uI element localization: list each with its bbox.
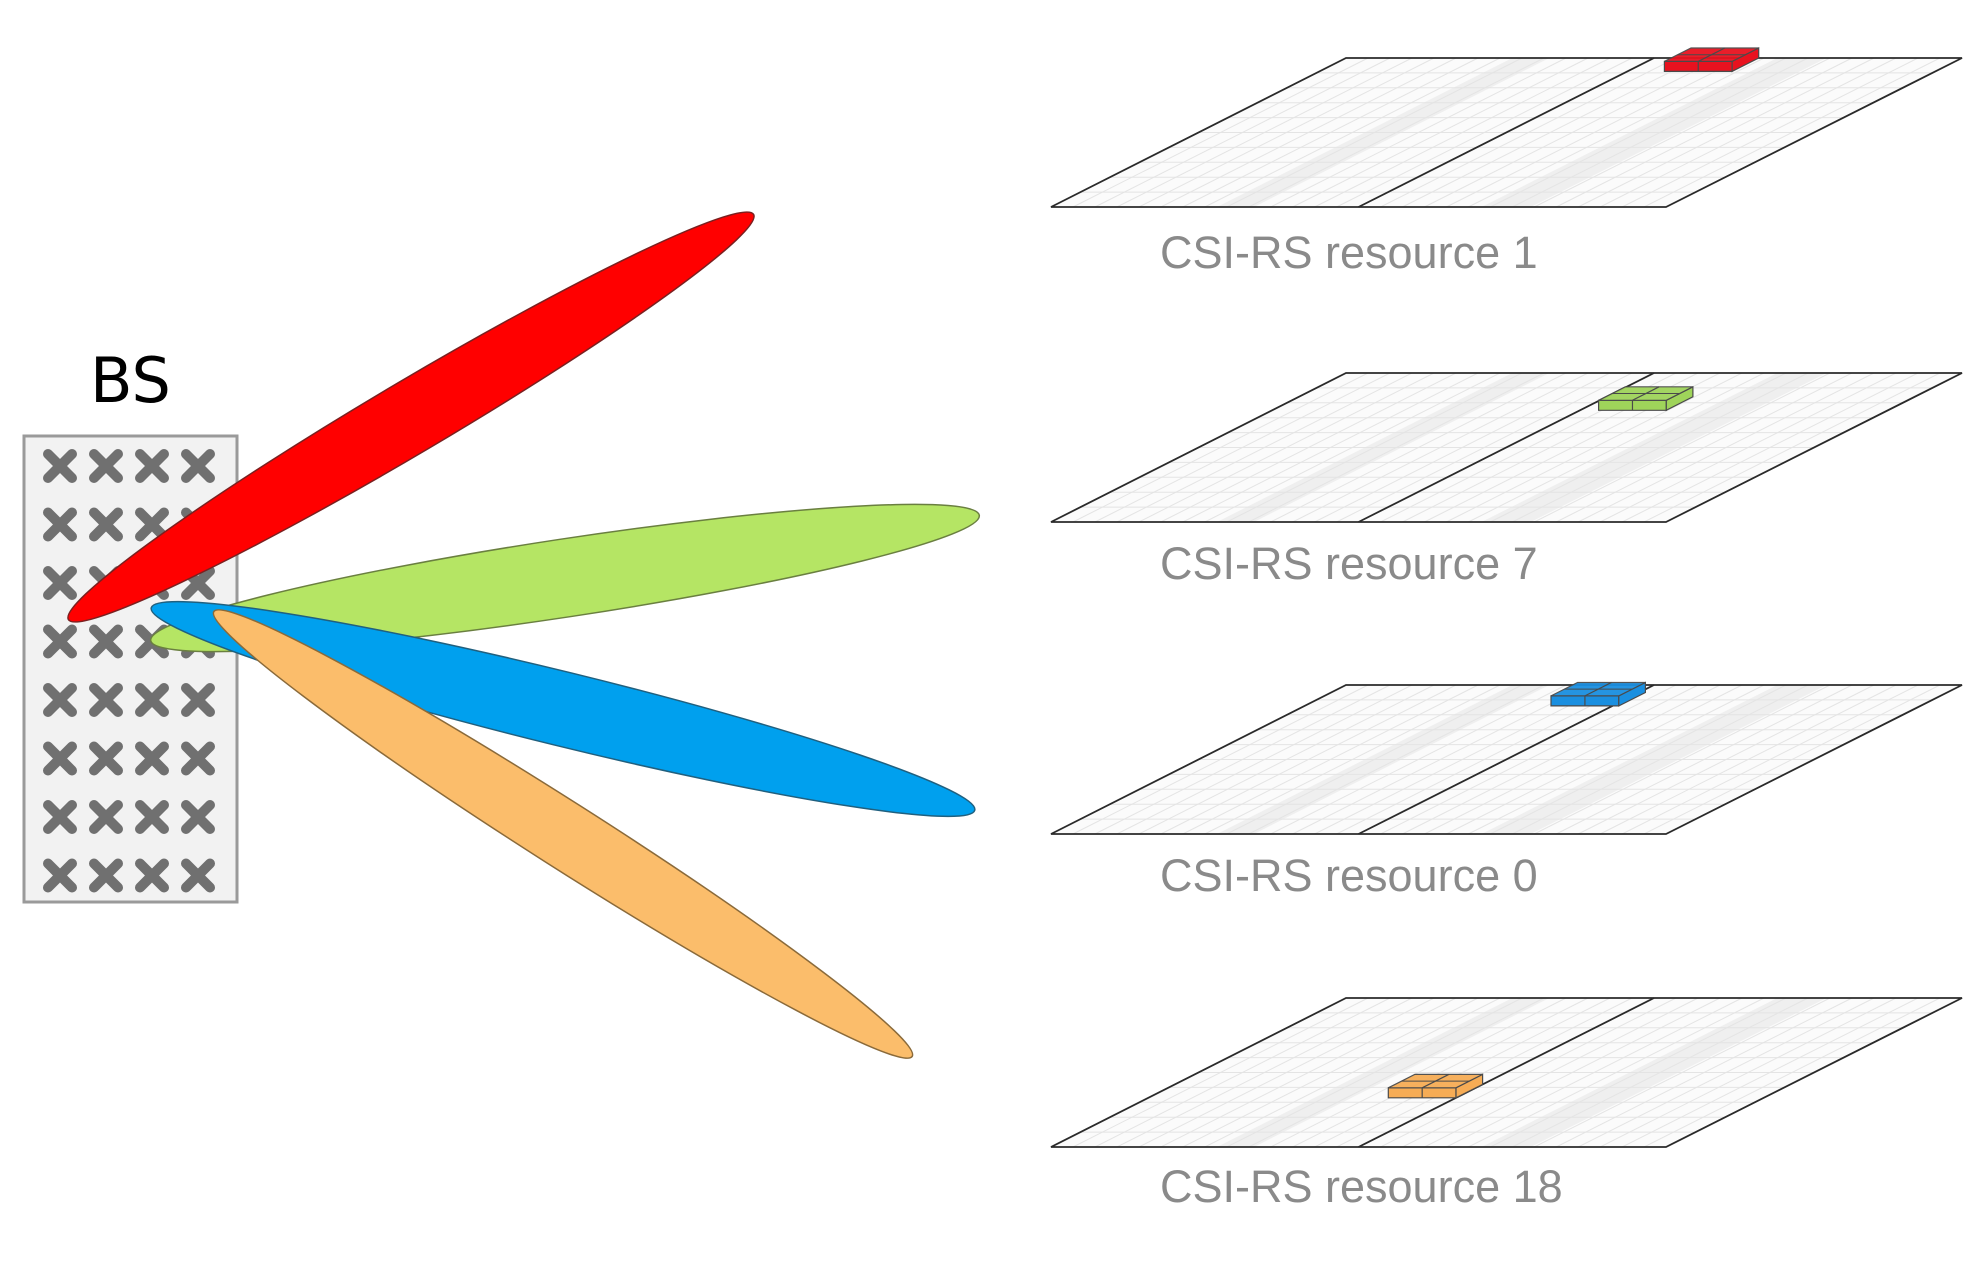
slot-divider — [1358, 57, 1655, 208]
resource-grid-1 — [1050, 47, 1963, 208]
csi-rs-pilot-block — [1550, 681, 1647, 707]
resource-label-18: CSI-RS resource 18 — [1160, 1161, 1563, 1212]
beam-red — [67, 211, 755, 623]
beam-green — [149, 503, 981, 653]
resource-grid-18 — [1050, 997, 1963, 1148]
csi-rs-pilot-block — [1597, 385, 1694, 412]
resource-label-0: CSI-RS resource 0 — [1160, 850, 1538, 901]
resource-grid-0 — [1050, 681, 1963, 835]
beam-orange — [212, 609, 914, 1059]
beam-blue — [150, 600, 976, 818]
grid-outline — [1050, 997, 1963, 1148]
bs-label: BS — [90, 344, 171, 417]
beams — [67, 211, 981, 1059]
grid-outline — [1050, 372, 1963, 523]
grid-outline — [1050, 684, 1963, 835]
resource-label-7: CSI-RS resource 7 — [1160, 538, 1538, 589]
slot-divider — [1358, 997, 1655, 1148]
slot-divider — [1358, 684, 1655, 835]
csi-rs-pilot-block — [1663, 47, 1760, 73]
resource-label-1: CSI-RS resource 1 — [1160, 227, 1538, 278]
csi-rs-pilot-block — [1387, 1073, 1484, 1099]
resource-grid-7 — [1050, 372, 1963, 523]
